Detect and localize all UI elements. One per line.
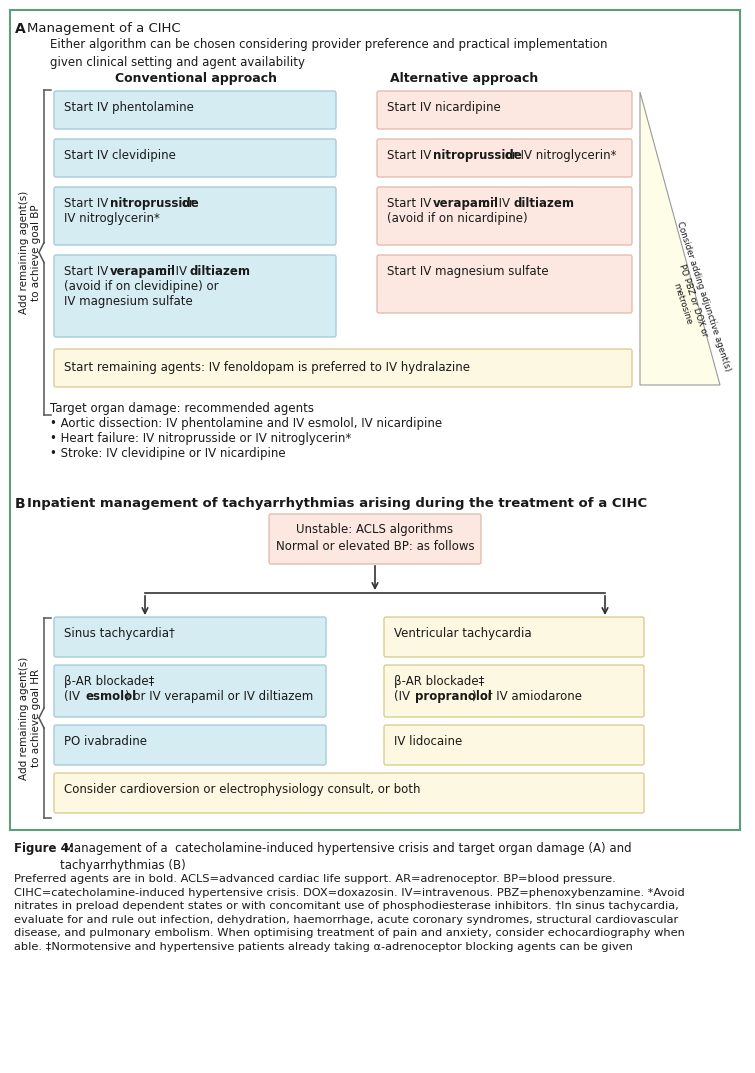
FancyBboxPatch shape bbox=[377, 139, 632, 177]
Text: Start IV phentolamine: Start IV phentolamine bbox=[64, 101, 194, 114]
Text: (avoid if on clevidipine) or: (avoid if on clevidipine) or bbox=[64, 280, 219, 293]
Polygon shape bbox=[640, 92, 720, 385]
FancyBboxPatch shape bbox=[54, 187, 336, 245]
Text: Start IV: Start IV bbox=[387, 197, 435, 210]
Text: A: A bbox=[15, 23, 26, 36]
Text: β-AR blockade‡: β-AR blockade‡ bbox=[64, 675, 154, 688]
FancyBboxPatch shape bbox=[384, 725, 644, 765]
Text: (IV: (IV bbox=[394, 690, 414, 703]
Text: Unstable: ACLS algorithms
Normal or elevated BP: as follows: Unstable: ACLS algorithms Normal or elev… bbox=[276, 523, 474, 554]
Text: esmolol: esmolol bbox=[85, 690, 136, 703]
FancyBboxPatch shape bbox=[384, 617, 644, 657]
Bar bbox=[10, 10, 740, 831]
FancyBboxPatch shape bbox=[54, 773, 644, 813]
Text: ) or IV verapamil or IV diltiazem: ) or IV verapamil or IV diltiazem bbox=[125, 690, 313, 703]
Text: Inpatient management of tachyarrhythmias arising during the treatment of a CIHC: Inpatient management of tachyarrhythmias… bbox=[27, 497, 647, 510]
Text: Target organ damage: recommended agents: Target organ damage: recommended agents bbox=[50, 402, 314, 415]
Text: IV magnesium sulfate: IV magnesium sulfate bbox=[64, 295, 193, 308]
FancyBboxPatch shape bbox=[377, 91, 632, 129]
Text: (IV: (IV bbox=[64, 690, 84, 703]
Text: ) or IV amiodarone: ) or IV amiodarone bbox=[472, 690, 582, 703]
Text: diltiazem: diltiazem bbox=[513, 197, 574, 210]
Text: Consider cardioversion or electrophysiology consult, or both: Consider cardioversion or electrophysiol… bbox=[64, 783, 421, 796]
Text: IV lidocaine: IV lidocaine bbox=[394, 735, 462, 748]
Text: Alternative approach: Alternative approach bbox=[390, 72, 538, 85]
Text: or IV: or IV bbox=[156, 265, 191, 278]
FancyBboxPatch shape bbox=[269, 514, 481, 564]
FancyBboxPatch shape bbox=[377, 255, 632, 313]
Text: Ventricular tachycardia: Ventricular tachycardia bbox=[394, 627, 532, 640]
Text: Add remaining agent(s)
to achieve goal HR: Add remaining agent(s) to achieve goal H… bbox=[19, 657, 42, 780]
Text: or IV: or IV bbox=[479, 197, 513, 210]
Text: • Aortic dissection: IV phentolamine and IV esmolol, IV nicardipine: • Aortic dissection: IV phentolamine and… bbox=[50, 417, 442, 430]
Text: Preferred agents are in bold. ACLS=advanced cardiac life support. AR=adrenocepto: Preferred agents are in bold. ACLS=advan… bbox=[14, 874, 685, 952]
Text: Either algorithm can be chosen considering provider preference and practical imp: Either algorithm can be chosen consideri… bbox=[50, 38, 608, 69]
Text: verapamil: verapamil bbox=[110, 265, 176, 278]
Text: IV nitroglycerin*: IV nitroglycerin* bbox=[64, 212, 160, 225]
Text: PO ivabradine: PO ivabradine bbox=[64, 735, 147, 748]
Text: or IV nitroglycerin*: or IV nitroglycerin* bbox=[501, 149, 617, 162]
Text: verapamil: verapamil bbox=[433, 197, 499, 210]
FancyBboxPatch shape bbox=[54, 617, 326, 657]
Text: Start IV magnesium sulfate: Start IV magnesium sulfate bbox=[387, 265, 549, 278]
FancyBboxPatch shape bbox=[54, 665, 326, 717]
FancyBboxPatch shape bbox=[54, 725, 326, 765]
Text: • Stroke: IV clevidipine or IV nicardipine: • Stroke: IV clevidipine or IV nicardipi… bbox=[50, 447, 285, 460]
FancyBboxPatch shape bbox=[384, 665, 644, 717]
Text: Conventional approach: Conventional approach bbox=[115, 72, 277, 85]
FancyBboxPatch shape bbox=[54, 349, 632, 387]
Text: Figure 4:: Figure 4: bbox=[14, 842, 74, 855]
Text: (avoid if on nicardipine): (avoid if on nicardipine) bbox=[387, 212, 528, 225]
Text: Start IV: Start IV bbox=[387, 149, 435, 162]
Text: Start IV: Start IV bbox=[64, 265, 112, 278]
Text: Management of a  catecholamine-induced hypertensive crisis and target organ dama: Management of a catecholamine-induced hy… bbox=[60, 842, 632, 872]
Text: propranolol: propranolol bbox=[415, 690, 492, 703]
Text: nitroprusside: nitroprusside bbox=[433, 149, 522, 162]
Text: Add remaining agent(s)
to achieve goal BP: Add remaining agent(s) to achieve goal B… bbox=[19, 191, 42, 314]
FancyBboxPatch shape bbox=[377, 187, 632, 245]
FancyBboxPatch shape bbox=[54, 91, 336, 129]
Text: nitroprusside: nitroprusside bbox=[110, 197, 199, 210]
Text: Sinus tachycardia†: Sinus tachycardia† bbox=[64, 627, 174, 640]
Text: Start IV nicardipine: Start IV nicardipine bbox=[387, 101, 501, 114]
Text: β-AR blockade‡: β-AR blockade‡ bbox=[394, 675, 485, 688]
Text: Start remaining agents: IV fenoldopam is preferred to IV hydralazine: Start remaining agents: IV fenoldopam is… bbox=[64, 361, 470, 374]
Text: Management of a CIHC: Management of a CIHC bbox=[27, 23, 180, 35]
Text: diltiazem: diltiazem bbox=[190, 265, 251, 278]
Text: Consider adding adjunctive agent(s)
PO PBZ or DOX or
metrosine: Consider adding adjunctive agent(s) PO P… bbox=[654, 220, 732, 380]
Text: Start IV: Start IV bbox=[64, 197, 112, 210]
FancyBboxPatch shape bbox=[54, 255, 336, 337]
Text: B: B bbox=[15, 497, 26, 511]
FancyBboxPatch shape bbox=[54, 139, 336, 177]
Text: or: or bbox=[178, 197, 194, 210]
Text: Start IV clevidipine: Start IV clevidipine bbox=[64, 149, 176, 162]
Text: • Heart failure: IV nitroprusside or IV nitroglycerin*: • Heart failure: IV nitroprusside or IV … bbox=[50, 432, 351, 445]
